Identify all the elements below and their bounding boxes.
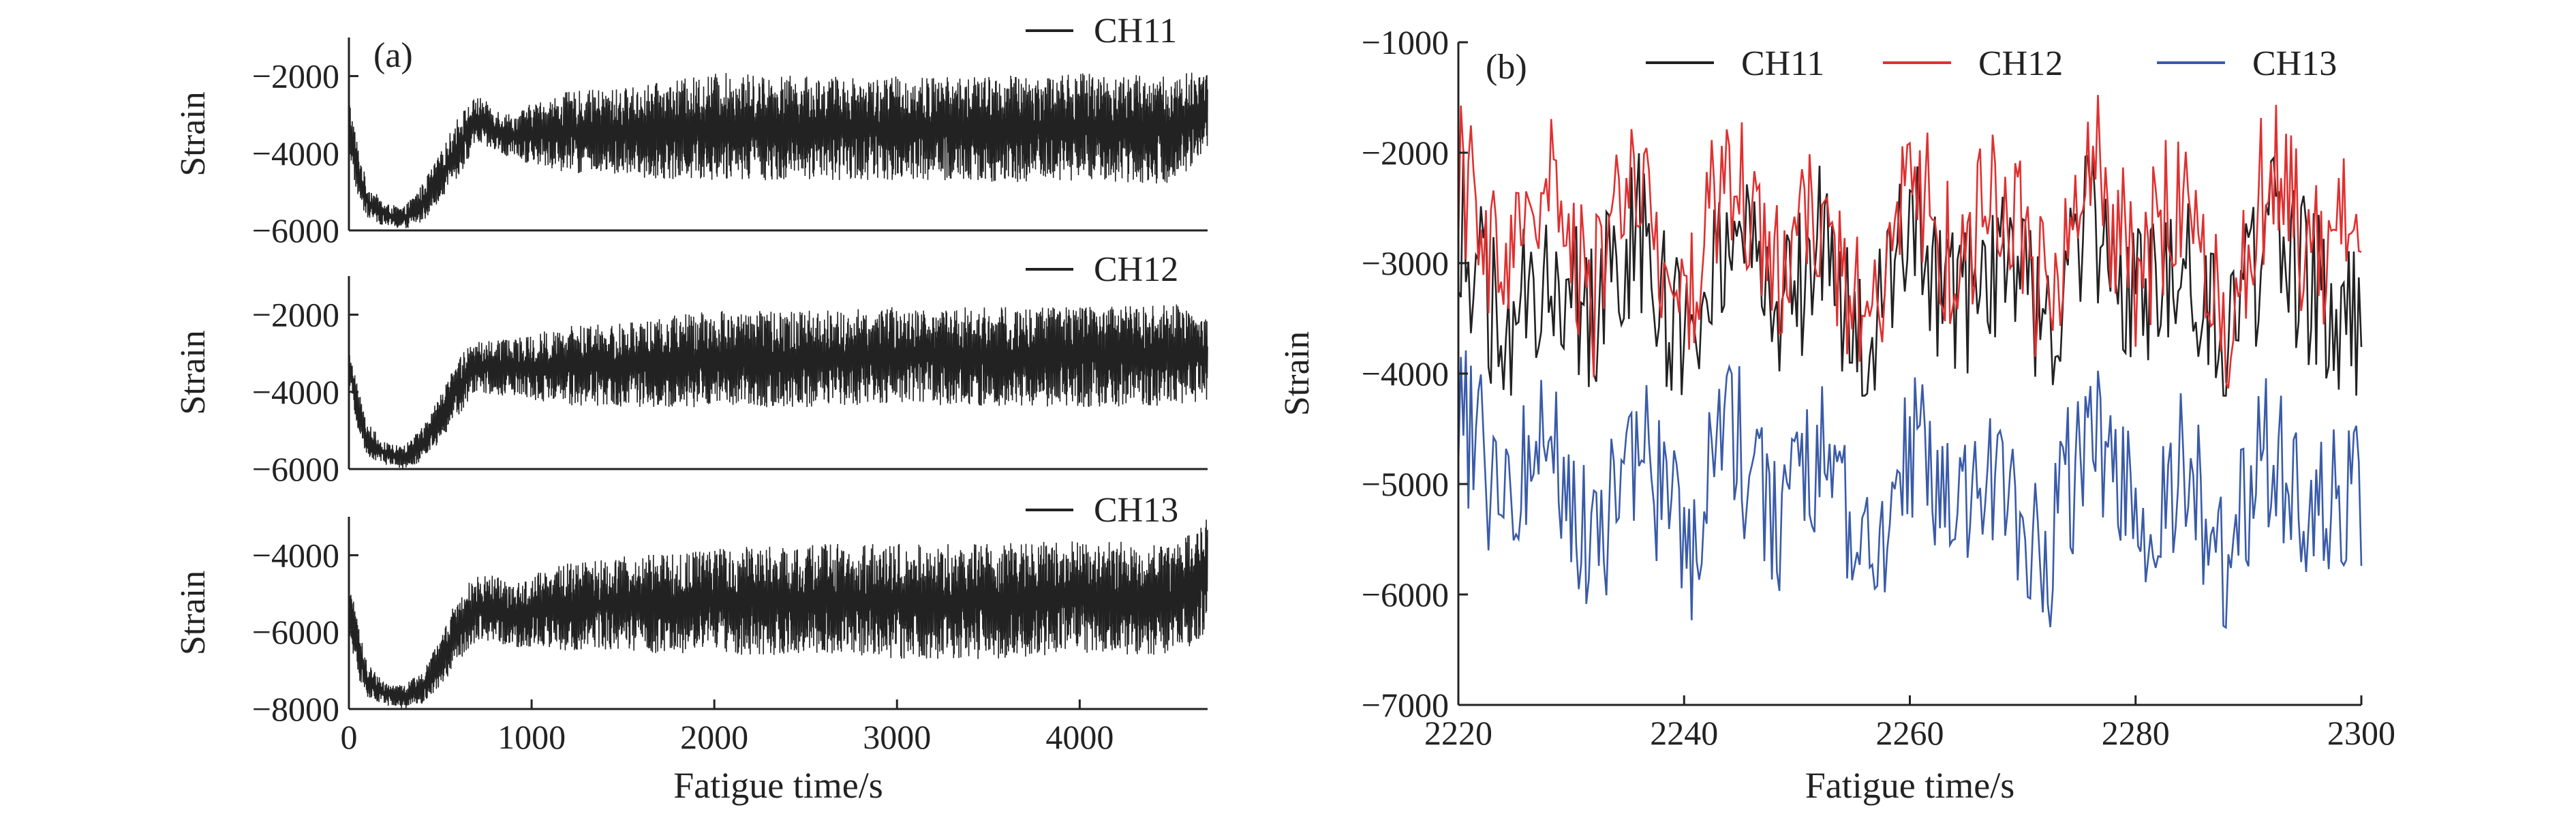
y-tick-label: −6000 [1362, 575, 1449, 614]
series-line-CH13 [348, 519, 1208, 709]
y-tick-label: −4000 [252, 536, 339, 574]
series-line-CH12 [1457, 95, 2362, 389]
legend-label: CH13 [1094, 491, 1178, 530]
x-tick-label: 3000 [863, 718, 931, 756]
y-tick-label: −8000 [252, 690, 339, 728]
y-tick-label: −2000 [252, 57, 339, 95]
x-tick-label: 2220 [1424, 714, 1492, 752]
y-tick-label: −2000 [1362, 134, 1449, 172]
legend-label: CH11 [1094, 12, 1177, 50]
panel-tag-b: (b) [1486, 48, 1527, 87]
y-tick-label: −3000 [1362, 244, 1449, 282]
legend-label: CH11 [1741, 44, 1824, 83]
y-tick-label: −2000 [252, 296, 339, 334]
series-line-CH11 [348, 72, 1208, 228]
panel-a: −2000 −4000 −6000 Strain CH11 −2000 −4000 −6000… [174, 12, 1208, 806]
y-tick-label: −6000 [252, 613, 339, 651]
series-line-CH12 [348, 304, 1208, 469]
x-axis-label: Fatigue time/s [673, 765, 883, 806]
x-tick-label: 2260 [1876, 714, 1944, 752]
x-tick-label: 0 [341, 718, 358, 756]
x-tick-label: 2000 [680, 718, 748, 756]
subplot-3: −4000 −6000 −8000 Strain CH13 [174, 491, 1208, 728]
subplot-1: −2000 −4000 −6000 Strain CH11 [174, 12, 1208, 250]
x-axis-label: Fatigue time/s [1805, 765, 2014, 806]
y-tick-label: −4000 [252, 134, 339, 172]
y-tick-label: −4000 [252, 373, 339, 411]
legend-label: CH12 [1978, 44, 2063, 83]
x-tick-label: 2280 [2102, 714, 2170, 752]
y-axis-label: Strain [174, 571, 213, 655]
y-axis-label: Strain [1278, 331, 1317, 416]
y-axis-label: Strain [174, 330, 213, 414]
series-line-CH11 [1457, 149, 2363, 397]
legend-label: CH12 [1094, 250, 1178, 289]
y-tick-label: −6000 [252, 450, 339, 488]
y-tick-label: −4000 [1362, 355, 1449, 393]
x-tick-label: 2300 [2327, 714, 2395, 752]
y-tick-label: −5000 [1362, 465, 1449, 503]
subplot-2: −2000 −4000 −6000 Strain CH12 [174, 250, 1208, 488]
y-tick-label: −7000 [1362, 686, 1449, 724]
panel-tag-a: (a) [373, 36, 413, 75]
y-axis-label: Strain [174, 91, 213, 176]
x-tick-label: 2240 [1650, 714, 1718, 752]
x-tick-label: 1000 [497, 718, 566, 756]
x-tick-label: 4000 [1045, 718, 1114, 756]
series-line-CH13 [1457, 350, 2363, 629]
y-tick-label: −6000 [252, 211, 339, 250]
legend-label: CH13 [2252, 44, 2337, 83]
y-tick-label: −1000 [1362, 23, 1449, 61]
